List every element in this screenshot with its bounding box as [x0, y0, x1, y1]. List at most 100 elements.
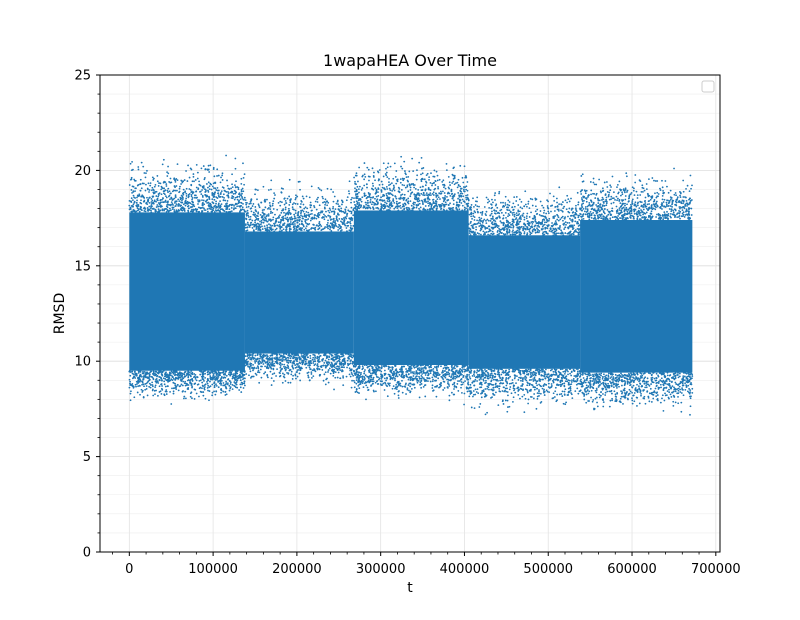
- data-point: [515, 196, 518, 198]
- data-point: [141, 375, 143, 378]
- data-point: [479, 222, 481, 225]
- data-point: [177, 372, 179, 375]
- data-point: [195, 190, 197, 193]
- data-point: [318, 360, 321, 363]
- data-point: [293, 356, 296, 359]
- data-point: [255, 223, 258, 226]
- data-point: [166, 171, 168, 174]
- data-point: [202, 391, 205, 394]
- data-point: [267, 213, 270, 216]
- data-point: [155, 200, 158, 203]
- data-point: [320, 225, 323, 228]
- data-point: [241, 197, 244, 199]
- data-point: [169, 390, 171, 393]
- data-point: [227, 373, 230, 376]
- data-point: [412, 379, 414, 382]
- data-point: [358, 166, 361, 169]
- data-point: [161, 201, 163, 204]
- data-point: [448, 399, 451, 402]
- data-point: [253, 357, 255, 360]
- data-point: [264, 365, 266, 368]
- data-point: [153, 177, 155, 180]
- data-point: [236, 198, 239, 201]
- data-point: [337, 371, 340, 374]
- data-point: [152, 191, 155, 194]
- data-point: [263, 359, 266, 362]
- data-point: [155, 370, 158, 373]
- data-point: [395, 386, 397, 389]
- data-point: [138, 380, 141, 383]
- data-point: [363, 372, 366, 375]
- data-point: [446, 196, 448, 198]
- data-point: [420, 192, 423, 195]
- data-point: [373, 171, 375, 174]
- data-point: [416, 169, 418, 172]
- data-point: [291, 203, 294, 206]
- data-point: [412, 184, 415, 186]
- data-point: [389, 189, 392, 192]
- data-point: [278, 371, 281, 374]
- data-point: [422, 203, 424, 205]
- data-point: [249, 362, 252, 365]
- data-point: [335, 225, 338, 227]
- data-point: [170, 192, 172, 195]
- data-point: [220, 190, 223, 193]
- data-point: [152, 371, 155, 373]
- data-point: [437, 196, 440, 199]
- data-point: [349, 360, 352, 362]
- data-point: [411, 377, 414, 380]
- data-point: [442, 371, 444, 373]
- data-point: [229, 373, 232, 376]
- data-point: [268, 365, 271, 367]
- data-point: [215, 200, 217, 203]
- data-point: [309, 201, 312, 204]
- data-point: [430, 204, 433, 207]
- data-point: [145, 385, 148, 387]
- data-point: [314, 214, 317, 217]
- data-point: [215, 384, 218, 387]
- data-point: [128, 184, 131, 186]
- data-point: [174, 200, 177, 203]
- data-point: [574, 217, 577, 220]
- data-point: [367, 168, 370, 171]
- data-point: [354, 180, 356, 183]
- data-point: [281, 368, 283, 370]
- data-point: [128, 386, 131, 389]
- data-point: [466, 377, 469, 380]
- data-point: [327, 209, 330, 212]
- data-point: [455, 369, 458, 372]
- data-point: [361, 375, 363, 378]
- data-point: [400, 165, 402, 168]
- data-point: [345, 227, 348, 229]
- data-point: [398, 390, 400, 392]
- data-point: [240, 183, 243, 185]
- data-point: [188, 188, 191, 190]
- data-point: [356, 375, 359, 378]
- data-point: [384, 201, 386, 204]
- data-point: [353, 370, 355, 373]
- data-point: [209, 164, 212, 167]
- data-point: [282, 372, 284, 375]
- data-point: [214, 393, 217, 396]
- data-point: [200, 370, 203, 373]
- data-point: [256, 353, 259, 356]
- data-point: [268, 202, 271, 204]
- data-point: [363, 364, 366, 367]
- data-point: [394, 364, 397, 367]
- data-point: [453, 372, 456, 375]
- data-point: [177, 377, 180, 379]
- data-point: [408, 370, 411, 372]
- data-point: [414, 372, 416, 375]
- data-point: [462, 181, 465, 184]
- data-point: [189, 189, 192, 191]
- data-point: [133, 396, 136, 399]
- data-point: [304, 206, 307, 209]
- data-point: [324, 371, 327, 374]
- data-point: [210, 208, 212, 211]
- data-point: [321, 369, 324, 371]
- data-point: [310, 185, 313, 188]
- data-point: [442, 374, 445, 377]
- data-point: [348, 229, 351, 232]
- data-point: [130, 210, 133, 213]
- data-point: [189, 392, 192, 395]
